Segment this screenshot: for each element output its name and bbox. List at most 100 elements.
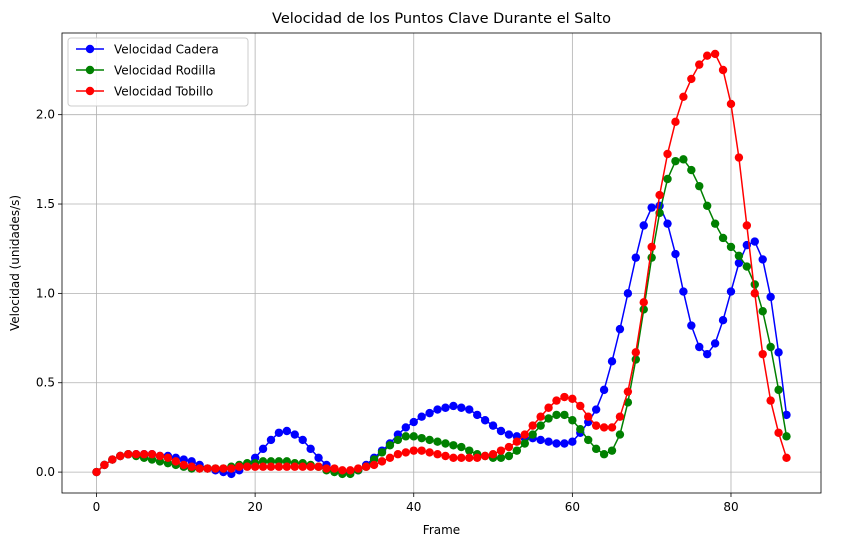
data-point [314,462,323,471]
data-point [560,410,569,420]
plot-area-frame [61,32,822,494]
data-point [734,258,744,268]
data-point [496,446,506,455]
data-point [695,181,704,191]
data-point [710,339,720,348]
data-point [647,242,656,252]
data-point [671,249,680,259]
data-point [147,450,157,459]
data-point [528,421,537,430]
x-tick-label: 40 [406,500,421,514]
data-point [552,439,561,448]
data-point [599,450,609,459]
data-point [449,441,458,450]
data-point [782,432,791,441]
data-point [139,450,149,459]
data-point [433,450,442,459]
data-point [750,237,759,246]
data-point [544,437,553,446]
data-point [774,428,783,437]
data-point [409,446,418,455]
x-tick-label: 60 [565,500,580,514]
data-point [258,462,268,471]
data-point [457,453,466,462]
data-point [449,453,458,462]
data-point [702,51,712,60]
data-point [695,342,704,352]
data-point [235,462,244,471]
data-point [417,446,426,455]
data-point [187,462,196,471]
data-point [584,412,593,421]
data-point [671,117,680,127]
data-point [639,221,648,230]
data-point [710,49,720,59]
data-point [385,453,395,462]
data-point [742,221,752,230]
data-point [504,451,514,461]
data-point [480,416,490,425]
data-point [282,462,292,471]
data-point [623,289,633,298]
data-point [734,153,744,162]
data-point [409,417,418,427]
data-point [615,324,625,334]
data-point [433,437,442,446]
data-point [457,442,466,452]
data-point [322,464,331,473]
data-point [750,289,759,298]
data-point [552,410,561,420]
data-point [385,441,395,450]
data-point [520,439,529,448]
data-point [346,466,355,475]
data-point [679,92,688,102]
series-line [95,205,788,475]
data-point [512,437,522,446]
legend-entry: Velocidad Rodilla [76,64,216,78]
data-point [369,460,379,470]
y-tick-label: 2.0 [36,108,55,122]
data-point [576,425,585,434]
grid-layer [62,33,821,493]
data-point [568,416,577,425]
data-point [361,462,371,471]
data-point [536,435,545,445]
data-point [504,430,514,439]
data-point [544,414,553,423]
data-point [298,435,307,445]
data-point [631,348,641,357]
data-point [242,462,252,471]
data-point [219,464,228,473]
data-point [607,357,617,366]
x-tick-label: 0 [93,500,101,514]
data-point [520,430,529,439]
legend-marker [85,65,95,75]
data-point [417,433,426,443]
data-point [647,253,656,262]
data-point [330,464,339,473]
data-point [671,156,680,166]
data-point [155,451,165,461]
data-point [306,462,315,471]
data-point [441,439,450,448]
data-point [409,432,418,441]
data-point [488,450,498,459]
data-point [496,453,506,462]
data-point [488,421,498,430]
series-velocidad-rodilla [92,155,791,479]
data-point [774,385,783,395]
data-point [393,450,403,459]
data-point [306,444,315,454]
data-point [734,251,744,261]
legend-box [67,37,249,107]
data-point [615,412,625,421]
data-point [211,464,220,473]
data-point [766,292,775,302]
data-point [290,430,299,439]
data-point [266,462,276,471]
data-point [679,155,688,164]
data-point [710,219,720,228]
data-point [663,219,672,228]
data-point [687,74,696,84]
